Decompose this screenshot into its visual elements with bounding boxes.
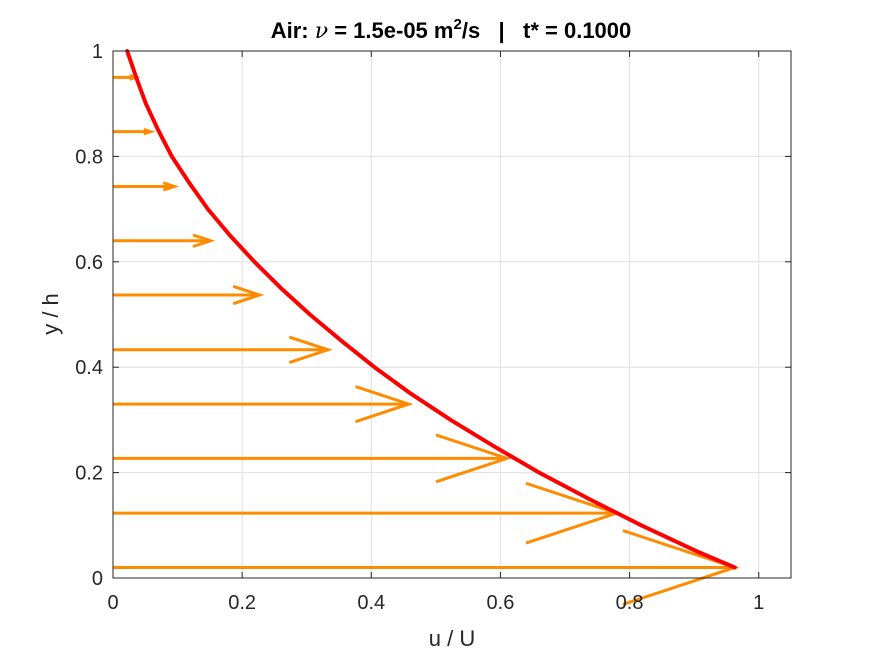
- velocity-arrow-head: [288, 335, 333, 365]
- title-suffix: /s | t* = 0.1000: [462, 18, 631, 43]
- velocity-profile: [125, 49, 737, 570]
- y-tick-label: 0.2: [75, 463, 103, 485]
- x-tick-label: 0.2: [228, 592, 256, 614]
- x-tick-label: 0.6: [487, 592, 515, 614]
- velocity-arrow-head: [355, 385, 414, 424]
- y-axis-label: y / h: [38, 293, 63, 335]
- x-axis-label: u / U: [429, 626, 475, 651]
- y-tick-label: 0.8: [75, 146, 103, 168]
- velocity-arrow-head: [435, 433, 512, 484]
- velocity-profile-line: [125, 49, 737, 570]
- velocity-arrow-head: [162, 181, 180, 192]
- y-tick-label: 0.4: [75, 357, 103, 379]
- title-middle: = 1.5e-05 m: [328, 18, 453, 43]
- x-tick-label: 1: [753, 592, 764, 614]
- y-tick-label: 0.6: [75, 252, 103, 274]
- velocity-arrow-head: [232, 284, 265, 306]
- plot-box: [112, 50, 792, 579]
- tick-labels: 0 0.2 0.4 0.6 0.8 1 0 0.2 0.4 0.6 0.8 1: [75, 41, 764, 614]
- title-superscript: 2: [453, 16, 461, 33]
- grid: [113, 51, 791, 578]
- title-prefix: Air:: [271, 18, 315, 43]
- velocity-arrow-head: [192, 233, 216, 248]
- chart-title: Air: ν = 1.5e-05 m2/s | t* = 0.1000: [271, 16, 632, 44]
- x-tick-label: 0.4: [357, 592, 385, 614]
- x-tick-label: 0.8: [616, 592, 644, 614]
- y-tick-label: 0: [92, 568, 103, 590]
- title-nu-symbol: ν: [315, 19, 328, 44]
- velocity-arrow-head: [143, 127, 156, 136]
- y-tick-label: 1: [92, 41, 103, 63]
- axes: [112, 50, 792, 579]
- x-tick-label: 0: [107, 592, 118, 614]
